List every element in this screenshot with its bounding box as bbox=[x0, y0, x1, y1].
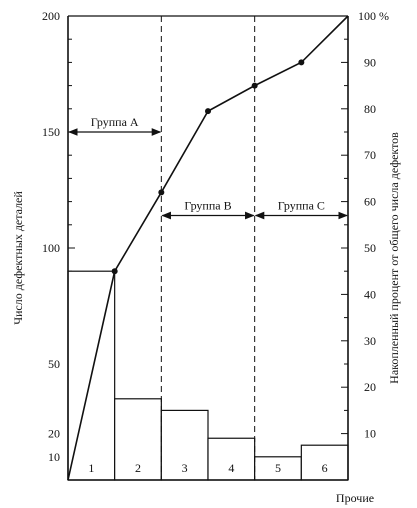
cumulative-point bbox=[251, 82, 258, 89]
category-labels: 1 2 3 4 5 6 bbox=[88, 461, 327, 475]
cumulative-point bbox=[158, 189, 165, 196]
left-tick-label: 150 bbox=[42, 125, 60, 139]
left-tick-label: 200 bbox=[42, 9, 60, 23]
left-tick-label: 20 bbox=[48, 427, 60, 441]
right-tick-label: 60 bbox=[364, 195, 376, 209]
category-label-3: 3 bbox=[182, 461, 188, 475]
bar-4 bbox=[207, 437, 256, 481]
category-label-2: 2 bbox=[135, 461, 141, 475]
right-tick-label: 10 bbox=[364, 427, 376, 441]
category-label-6: 6 bbox=[322, 461, 328, 475]
cumulative-point bbox=[205, 108, 211, 115]
group-label: Группа A bbox=[91, 115, 139, 129]
right-tick-label: 90 bbox=[364, 55, 376, 69]
right-tick-label: 70 bbox=[364, 148, 376, 162]
group-dividers bbox=[160, 16, 256, 480]
right-axis-ticks: 10 20 30 40 50 60 70 80 90 100 % bbox=[341, 9, 389, 458]
cumulative-point bbox=[298, 59, 305, 66]
bar-2 bbox=[114, 398, 162, 481]
axes bbox=[67, 15, 349, 481]
right-tick-label: 40 bbox=[364, 287, 376, 301]
group-label: Группа B bbox=[184, 199, 231, 213]
cumulative-line-group bbox=[67, 15, 349, 481]
left-tick-label: 10 bbox=[48, 450, 60, 464]
right-tick-label: 20 bbox=[364, 380, 376, 394]
category-label-1: 1 bbox=[88, 461, 94, 475]
right-tick-label: 80 bbox=[364, 102, 376, 116]
group-annotations: Группа A Группа B Группа C bbox=[68, 115, 348, 220]
left-axis-title: Число дефектных деталей bbox=[11, 191, 25, 325]
cumulative-point bbox=[111, 268, 118, 275]
bars bbox=[67, 270, 349, 481]
bar-3 bbox=[160, 409, 209, 481]
right-tick-label: 50 bbox=[364, 241, 376, 255]
other-label: Прочие bbox=[336, 491, 374, 505]
left-tick-label: 100 bbox=[42, 241, 60, 255]
right-axis-title: Накопленный процент от общего числа дефе… bbox=[387, 132, 401, 384]
category-label-4: 4 bbox=[228, 461, 234, 475]
group-label: Группа C bbox=[278, 199, 325, 213]
right-tick-label-top: 100 % bbox=[358, 9, 389, 23]
bar-6 bbox=[300, 444, 349, 481]
left-tick-label: 50 bbox=[48, 357, 60, 371]
category-label-5: 5 bbox=[275, 461, 281, 475]
right-tick-label: 30 bbox=[364, 334, 376, 348]
left-axis-ticks: 10 20 50 100 150 200 bbox=[42, 9, 75, 464]
